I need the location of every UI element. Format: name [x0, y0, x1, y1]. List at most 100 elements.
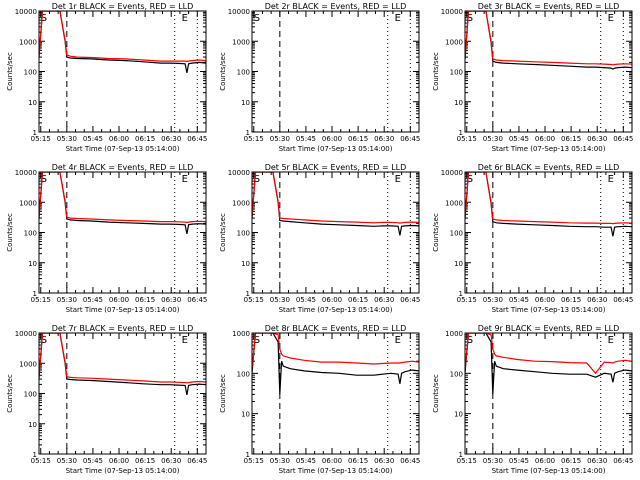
- y-axis-label: Counts/sec: [6, 52, 14, 91]
- x-tick-label: 06:15: [348, 135, 368, 143]
- time-marker-s: S: [41, 13, 47, 24]
- events-series-line: [465, 172, 632, 237]
- x-tick-label: 05:15: [244, 457, 264, 465]
- y-tick-label: 1000: [19, 360, 37, 368]
- y-axis-label: Counts/sec: [219, 213, 227, 252]
- y-tick-label: 10000: [228, 8, 250, 16]
- x-tick-label: 05:15: [31, 296, 51, 304]
- x-tick-label: 05:45: [509, 457, 529, 465]
- x-tick-label: 05:30: [57, 135, 77, 143]
- x-tick-label: 05:45: [296, 296, 316, 304]
- time-marker-s: S: [254, 335, 260, 346]
- plot-frame: [464, 171, 633, 294]
- x-tick-label: 06:30: [374, 296, 394, 304]
- detector-panel-8: Det 8r BLACK = Events, RED = LLD 1 10 100 10…: [219, 324, 420, 475]
- x-tick-label: 06:30: [587, 135, 607, 143]
- events-series-line: [39, 172, 206, 235]
- events-series-line: [465, 11, 632, 70]
- time-marker-s: S: [254, 13, 260, 24]
- y-tick-label: 10000: [15, 8, 37, 16]
- x-tick-label: 05:30: [57, 296, 77, 304]
- y-axis-label: Counts/sec: [219, 52, 227, 91]
- x-tick-label: 06:00: [109, 457, 129, 465]
- x-tick-label: 05:45: [509, 296, 529, 304]
- y-tick-label: 100: [237, 370, 250, 378]
- lld-series-line: [39, 172, 206, 224]
- x-tick-label: 06:30: [374, 135, 394, 143]
- y-tick-label: 1000: [232, 330, 250, 338]
- time-marker-s: S: [41, 335, 47, 346]
- y-tick-label: 100: [450, 370, 463, 378]
- y-tick-label: 10000: [441, 8, 463, 16]
- x-tick-label: 06:45: [187, 135, 207, 143]
- plot-frame: [38, 332, 207, 455]
- lld-series-line: [465, 172, 632, 225]
- x-tick-label: 06:00: [535, 135, 555, 143]
- detector-panel-5: Det 5r BLACK = Events, RED = LLD 1 10 100 10…: [219, 163, 420, 314]
- y-tick-label: 10: [241, 260, 250, 268]
- x-tick-label: 06:00: [322, 457, 342, 465]
- y-tick-label: 1: [246, 129, 250, 137]
- plot-frame: [251, 332, 420, 455]
- y-axis-label: Counts/sec: [432, 52, 440, 91]
- x-tick-label: 06:30: [161, 457, 181, 465]
- y-tick-label: 100: [237, 230, 250, 238]
- x-tick-label: 06:00: [535, 457, 555, 465]
- y-tick-label: 10000: [15, 330, 37, 338]
- x-tick-label: 06:15: [561, 457, 581, 465]
- y-axis-label: Counts/sec: [432, 213, 440, 252]
- time-marker-e: E: [182, 174, 188, 185]
- panel-title: Det 8r BLACK = Events, RED = LLD: [265, 324, 407, 333]
- x-tick-label: 05:15: [244, 135, 264, 143]
- y-tick-label: 100: [24, 69, 37, 77]
- y-axis-label: Counts/sec: [6, 374, 14, 413]
- events-series-line: [465, 333, 632, 395]
- x-axis-label: Start Time (07-Sep-13 05:14:00): [66, 306, 180, 314]
- x-tick-label: 05:15: [457, 457, 477, 465]
- x-tick-label: 06:30: [587, 457, 607, 465]
- y-tick-label: 1: [33, 290, 37, 298]
- y-tick-label: 1: [459, 129, 463, 137]
- x-tick-label: 05:15: [31, 135, 51, 143]
- x-tick-label: 06:15: [348, 296, 368, 304]
- x-tick-label: 06:00: [535, 296, 555, 304]
- events-series-line: [252, 172, 419, 236]
- x-axis-label: Start Time (07-Sep-13 05:14:00): [66, 145, 180, 153]
- x-tick-label: 06:30: [161, 135, 181, 143]
- events-series-line: [252, 333, 419, 395]
- x-tick-label: 06:45: [187, 296, 207, 304]
- detector-panel-4: Det 4r BLACK = Events, RED = LLD 1 10 100 10…: [6, 163, 207, 314]
- plot-frame: [251, 171, 420, 294]
- plot-frame: [38, 171, 207, 294]
- detector-panel-3: Det 3r BLACK = Events, RED = LLD 1 10 100 10…: [432, 2, 633, 153]
- y-tick-label: 100: [237, 69, 250, 77]
- events-series-line: [39, 11, 206, 74]
- y-tick-label: 10: [28, 260, 37, 268]
- time-marker-e: E: [608, 13, 614, 24]
- y-tick-label: 1000: [19, 38, 37, 46]
- x-axis-label: Start Time (07-Sep-13 05:14:00): [66, 467, 180, 475]
- x-tick-label: 05:45: [83, 135, 103, 143]
- detector-panel-2: Det 2r BLACK = Events, RED = LLD 1 10 100 10…: [219, 2, 420, 153]
- x-tick-label: 06:00: [109, 296, 129, 304]
- x-tick-label: 05:45: [509, 135, 529, 143]
- y-tick-label: 1000: [445, 330, 463, 338]
- x-tick-label: 06:30: [374, 457, 394, 465]
- detector-panel-6: Det 6r BLACK = Events, RED = LLD 1 10 100 10…: [432, 163, 633, 314]
- lld-series-line: [39, 333, 206, 384]
- x-tick-label: 06:30: [587, 296, 607, 304]
- y-tick-label: 1000: [445, 38, 463, 46]
- y-tick-label: 10: [28, 421, 37, 429]
- x-tick-label: 05:15: [457, 135, 477, 143]
- y-tick-label: 1: [33, 129, 37, 137]
- x-tick-label: 06:15: [561, 135, 581, 143]
- lld-series-line: [465, 333, 632, 375]
- x-tick-label: 06:45: [400, 296, 420, 304]
- x-tick-label: 06:45: [400, 457, 420, 465]
- x-tick-label: 05:45: [83, 457, 103, 465]
- time-marker-e: E: [608, 335, 614, 346]
- panel-title: Det 1r BLACK = Events, RED = LLD: [52, 2, 194, 11]
- x-tick-label: 05:30: [57, 457, 77, 465]
- x-tick-label: 06:15: [135, 457, 155, 465]
- time-marker-s: S: [254, 174, 260, 185]
